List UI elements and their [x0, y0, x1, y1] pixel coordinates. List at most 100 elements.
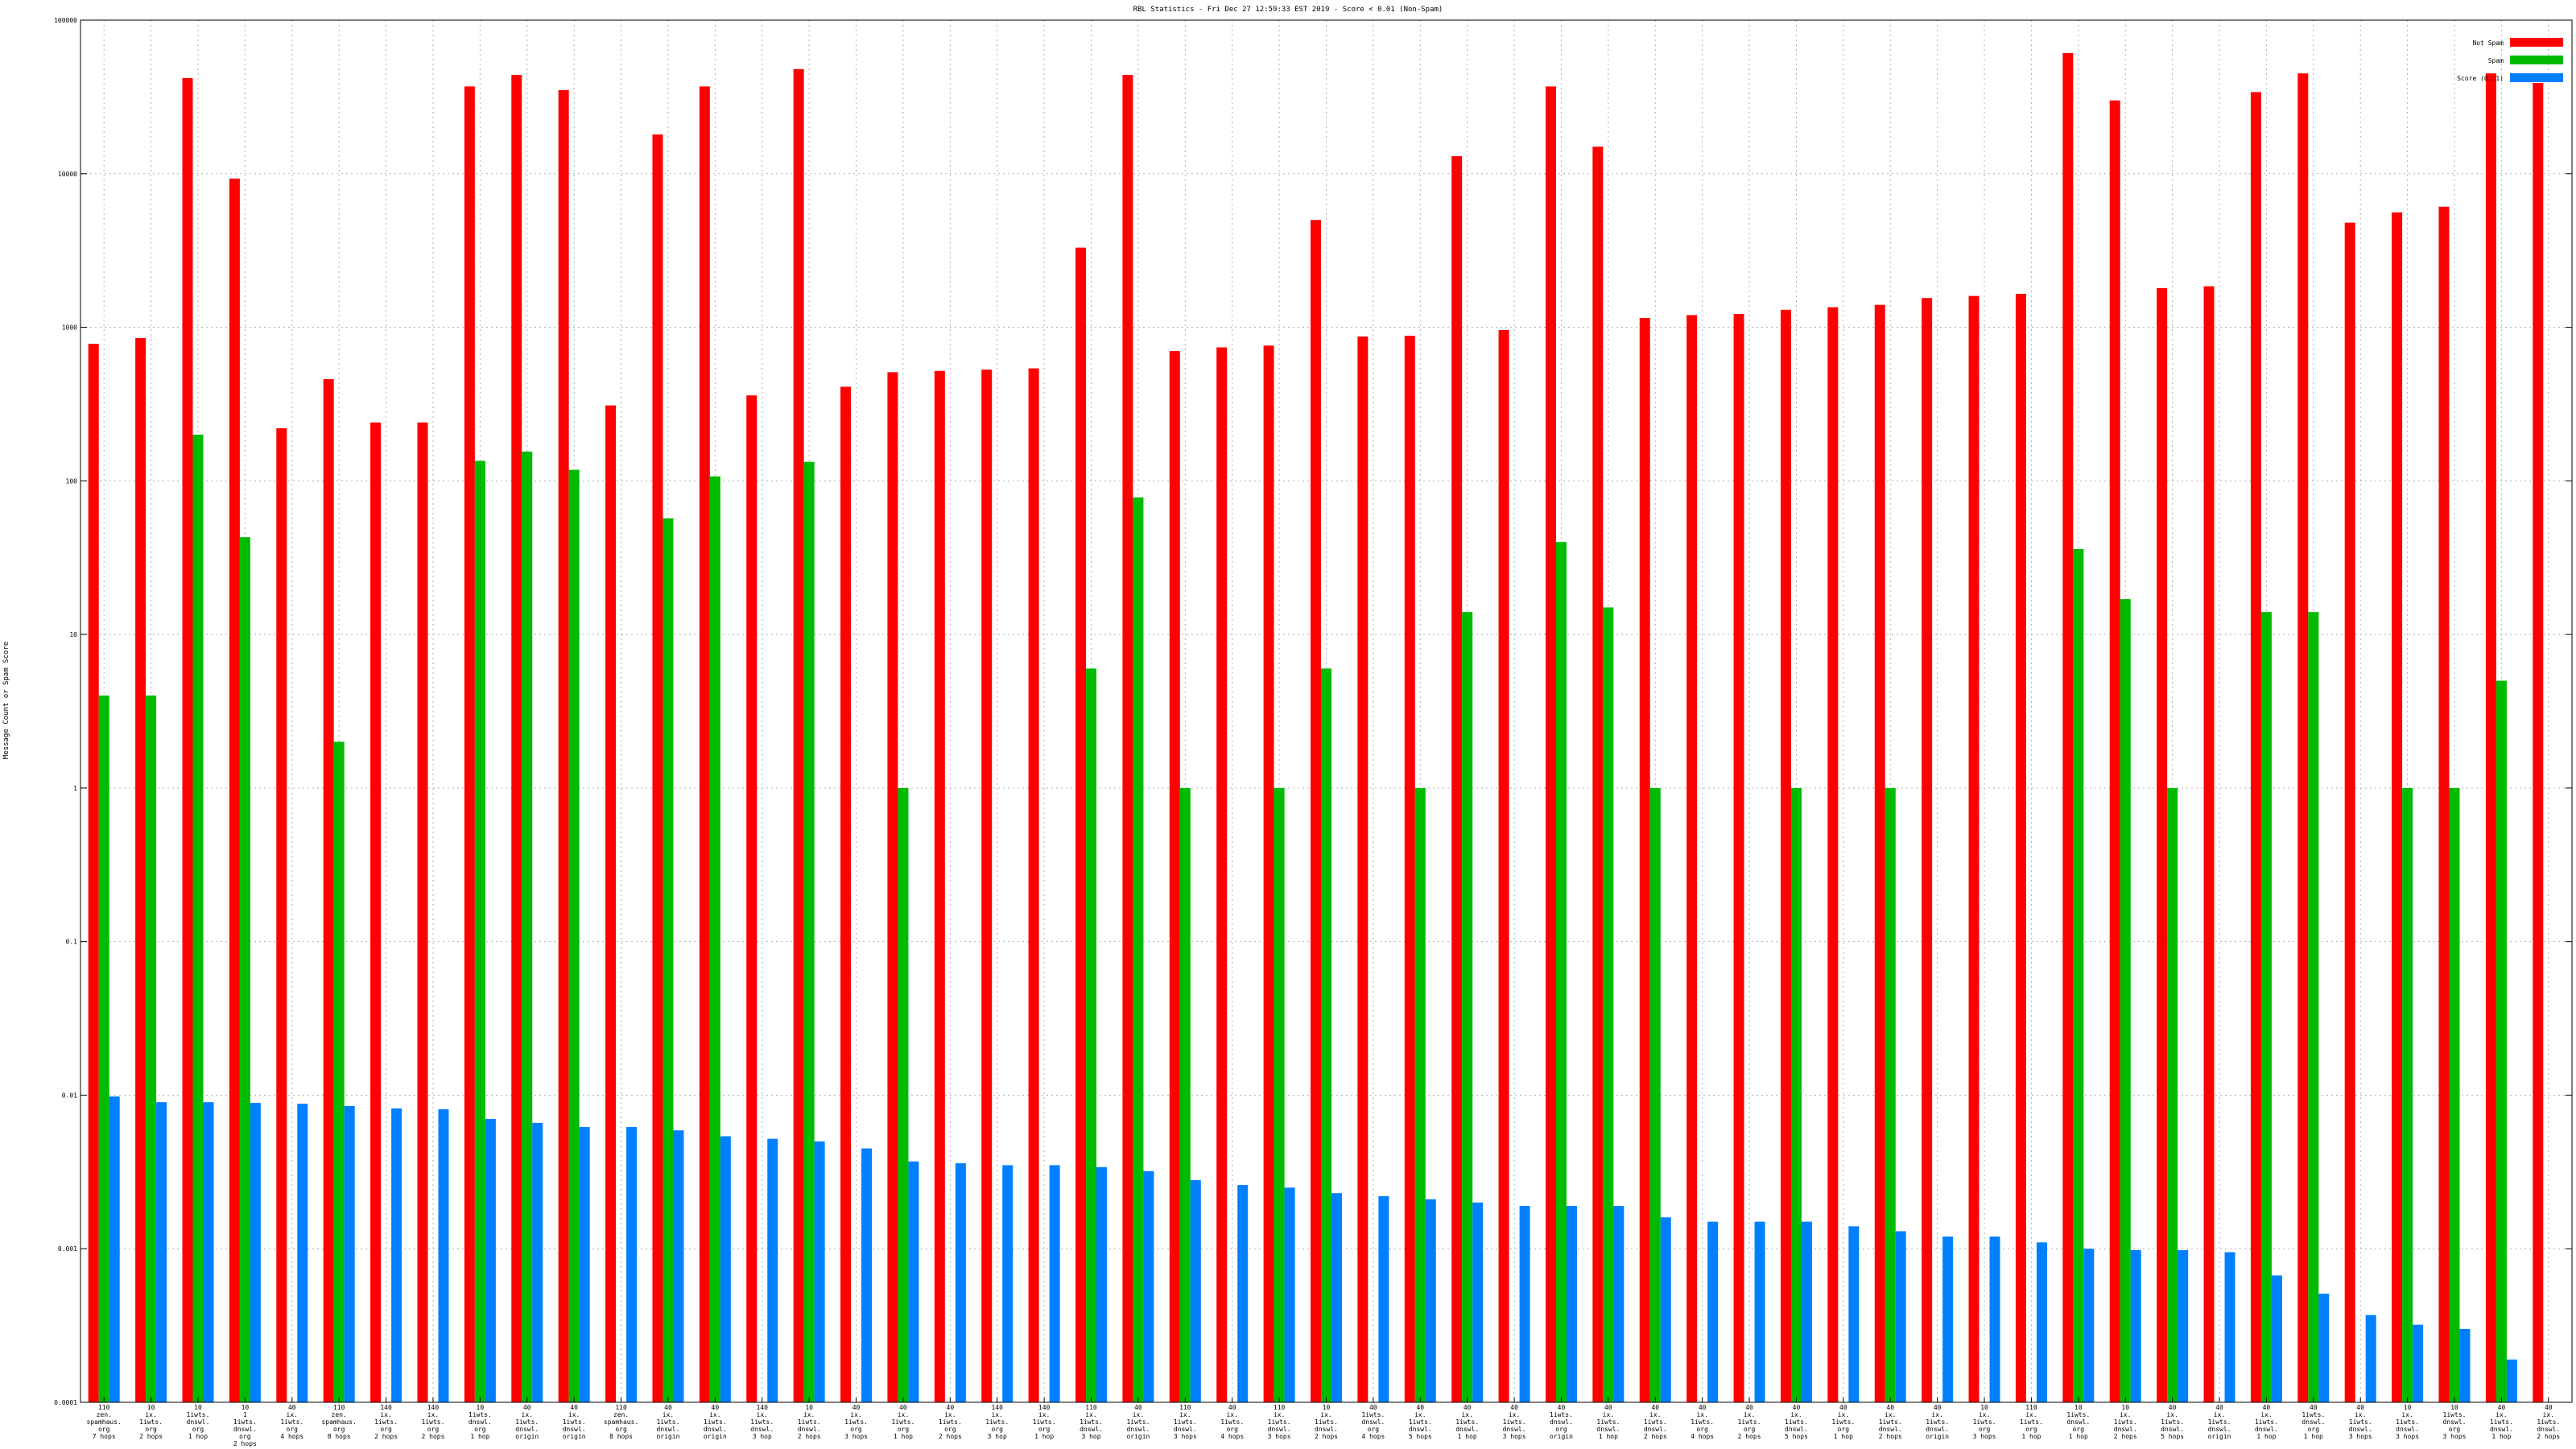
y-tick-label: 0.001 [58, 1245, 77, 1253]
legend-label: Score (0..1) [2457, 75, 2504, 82]
x-tick-label: 110 zen. spamhaus. org 7 hops [87, 1404, 122, 1440]
bars [88, 52, 2544, 1403]
bar-score [2459, 1328, 2471, 1402]
bar-not-spam [2344, 222, 2355, 1403]
bar-score [579, 1127, 590, 1402]
bar-score [1989, 1236, 2000, 1402]
bar-score [1895, 1231, 1906, 1402]
bar-spam [2167, 787, 2178, 1402]
x-tick-label: 140 ix. 1iwts. org 2 hops [422, 1404, 445, 1440]
legend-label: Not Spam [2472, 39, 2504, 47]
x-tick-label: 40 ix. 1iwts. dnswl. 1 hop [2490, 1404, 2513, 1440]
bar-not-spam [605, 405, 617, 1403]
y-tick-label: 100 [66, 477, 78, 485]
bar-not-spam [981, 369, 993, 1402]
bar-spam [1086, 668, 1097, 1402]
bar-not-spam [2297, 73, 2309, 1403]
y-tick-label: 10000 [58, 171, 77, 178]
bar-not-spam [1028, 368, 1039, 1402]
bar-spam [1133, 497, 1144, 1402]
bar-score [1472, 1202, 1484, 1402]
bar-not-spam [1827, 307, 1839, 1402]
x-tick-label: 10 1iwts. dnswl. org 1 hop [2066, 1404, 2090, 1440]
bar-not-spam [417, 422, 428, 1402]
bar-score [1566, 1206, 1577, 1402]
y-tick-label: 1 [73, 785, 77, 792]
bar-not-spam [840, 386, 852, 1403]
bar-not-spam [1498, 329, 1509, 1403]
x-tick-label: 140 ix. 1iwts. org 3 hop [985, 1404, 1009, 1440]
bar-score [1284, 1187, 1295, 1402]
bar-spam [98, 696, 109, 1402]
legend-label: Spam [2488, 57, 2504, 64]
bar-score [2036, 1242, 2047, 1402]
x-tick-label: 40 ix. 1iwts. dnswl. origin [704, 1404, 727, 1440]
bar-not-spam [229, 178, 240, 1402]
bar-not-spam [1169, 351, 1180, 1402]
bar-not-spam [887, 372, 898, 1402]
bar-score [156, 1102, 167, 1402]
bar-score [1143, 1170, 1154, 1402]
bar-spam [474, 460, 485, 1403]
bar-spam [568, 469, 580, 1402]
x-tick-label: 40 ix. 1iwts. dnswl. origin [656, 1404, 679, 1440]
bar-not-spam [2533, 83, 2544, 1403]
bar-spam [2402, 787, 2413, 1402]
bar-score [2318, 1294, 2330, 1402]
x-tick-label: 40 ix. 1iwts. dnswl. 5 hops [2161, 1404, 2184, 1440]
bar-not-spam [2485, 73, 2496, 1403]
x-tick-label: 10 ix. 1iwts. dnswl. 2 hops [1315, 1404, 1338, 1440]
bar-not-spam [699, 86, 710, 1402]
x-tick-label: 40 1iwts. dnswl. org origin [1550, 1404, 1573, 1440]
bar-spam [239, 537, 250, 1402]
x-tick-label: 40 ix. 1iwts. dnswl. 3 hops [2349, 1404, 2372, 1440]
bar-not-spam [1780, 309, 1791, 1403]
y-tick-label: 0.0001 [54, 1399, 77, 1406]
bar-not-spam [2109, 100, 2120, 1402]
x-tick-label: 40 ix. 1iwts. org 4 hops [1220, 1404, 1244, 1440]
legend-swatch [2510, 56, 2563, 64]
bar-spam [1179, 787, 1191, 1402]
bar-not-spam [746, 395, 758, 1403]
bar-score [2506, 1359, 2517, 1402]
x-tick-label: 40 ix. 1iwts. dnswl. 2 hops [2537, 1404, 2560, 1440]
x-tick-label: 40 ix. 1iwts. org 2 hops [1738, 1404, 1761, 1440]
y-tick-label: 10 [69, 631, 77, 638]
x-tick-label: 40 ix. 1iwts. dnswl. 5 hops [1409, 1404, 1432, 1440]
bar-spam [1274, 787, 1285, 1402]
x-tick-label: 40 ix. 1iwts. org 1 hop [891, 1404, 914, 1440]
bar-score [1096, 1166, 1108, 1402]
x-tick-label: 110 ix. 1iwts. dnswl. 3 hops [1174, 1404, 1197, 1440]
bar-spam [1414, 787, 1426, 1402]
bar-not-spam [2392, 212, 2403, 1403]
bar-score [626, 1127, 638, 1402]
bar-not-spam [1216, 347, 1228, 1403]
x-tick-label: 10 1iwts. dnswl. org 1 hop [187, 1404, 210, 1440]
x-tick-label: 140 ix. 1iwts. org 2 hops [374, 1404, 398, 1440]
bar-score [250, 1103, 261, 1402]
bar-not-spam [182, 77, 193, 1403]
y-tick-label: 0.01 [62, 1092, 77, 1099]
x-tick-label: 10 ix. 1iwts. org 3 hops [1973, 1404, 1996, 1440]
bar-score [2130, 1249, 2141, 1402]
x-tick-label: 40 ix. 1iwts. org 3 hops [844, 1404, 868, 1440]
bar-not-spam [558, 89, 569, 1402]
bar-spam [2496, 680, 2507, 1402]
bar-score [720, 1136, 731, 1402]
bar-score [297, 1104, 308, 1402]
bar-score [1707, 1221, 1719, 1402]
bar-spam [2449, 787, 2460, 1402]
bar-spam [2073, 548, 2084, 1402]
bar-not-spam [135, 338, 147, 1402]
bar-score [532, 1122, 543, 1402]
legend-swatch [2510, 38, 2563, 47]
x-tick-label: 10 ix. 1iwts. dnswl. 3 hops [2396, 1404, 2419, 1440]
bar-not-spam [1922, 298, 1933, 1402]
bar-score [203, 1102, 214, 1402]
bar-not-spam [1733, 314, 1744, 1402]
bar-not-spam [1639, 317, 1650, 1402]
bar-score [1519, 1206, 1530, 1402]
bar-score [1942, 1236, 1954, 1402]
bar-score [1002, 1165, 1013, 1402]
